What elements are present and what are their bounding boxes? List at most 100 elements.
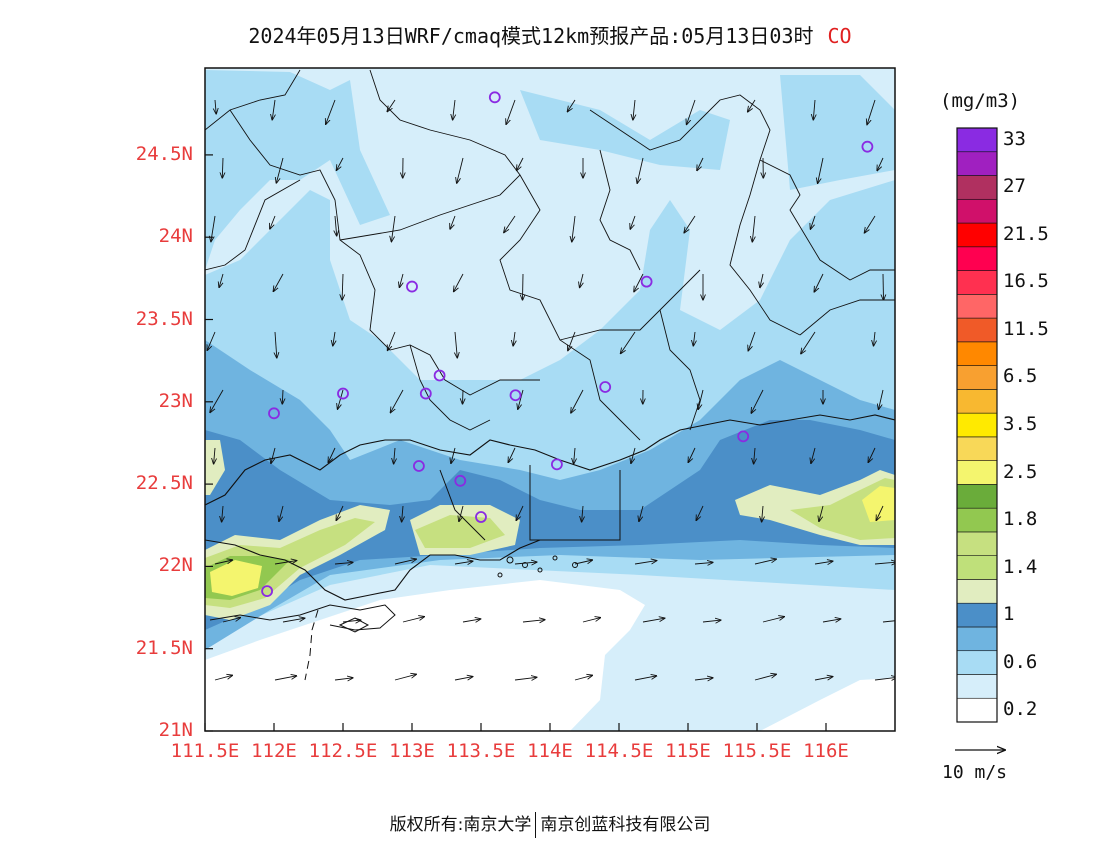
wind-arrow bbox=[463, 389, 464, 404]
wind-arrow bbox=[571, 389, 584, 413]
station-marker bbox=[454, 474, 467, 487]
wind-arrow bbox=[390, 389, 404, 413]
lon-label: 115E bbox=[665, 740, 711, 762]
wind-arrow bbox=[276, 157, 284, 183]
wind-arrow bbox=[762, 617, 784, 623]
wind-arrow bbox=[748, 99, 756, 112]
wind-arrow bbox=[874, 677, 895, 680]
wind-arrow bbox=[574, 447, 575, 464]
wind-arrow bbox=[214, 560, 233, 565]
wind-arrow bbox=[574, 560, 593, 565]
map-title: 2024年05月13日WRF/cmaq模式12km预报产品:05月13日03时 C… bbox=[0, 20, 1100, 49]
lat-label: 24N bbox=[158, 225, 193, 248]
station-marker bbox=[551, 458, 563, 471]
colorbar-swatch bbox=[956, 222, 998, 248]
conc-field-medium-northeast bbox=[780, 75, 895, 190]
wind-arrow bbox=[518, 389, 524, 409]
wind-arrow bbox=[876, 505, 884, 521]
colorbar-label: 2.5 bbox=[1003, 460, 1038, 483]
lon-label: 114E bbox=[527, 740, 573, 762]
colorbar-label: 1.8 bbox=[1003, 508, 1038, 531]
colorbar-swatch bbox=[956, 151, 998, 176]
owner-nju: 南京大学 bbox=[463, 815, 532, 835]
wind-arrow bbox=[334, 562, 353, 564]
wind-arrow bbox=[394, 447, 395, 464]
wind-arrow bbox=[219, 273, 223, 288]
wind-arrow bbox=[637, 157, 644, 183]
wind-vectors bbox=[207, 99, 895, 681]
wind-arrow bbox=[394, 674, 416, 681]
wind-arrow bbox=[698, 389, 704, 409]
wind-arrow bbox=[864, 215, 876, 233]
footer-copyright: 版权所有:南京大学 南京创蓝科技有限公司 bbox=[0, 810, 1100, 838]
colorbar-swatch bbox=[956, 246, 998, 271]
wind-arrow bbox=[883, 273, 884, 300]
colorbar-label: 3.5 bbox=[1003, 413, 1038, 435]
conc-field-yellow-east bbox=[862, 486, 895, 522]
colorbar-label: 1.4 bbox=[1003, 555, 1038, 578]
wind-arrow bbox=[279, 505, 284, 522]
colorbar-swatch bbox=[956, 555, 998, 580]
colorbar-swatch bbox=[956, 674, 998, 699]
wind-arrow bbox=[748, 331, 756, 351]
colorbar-label: 0.2 bbox=[1003, 698, 1038, 721]
wind-arrow bbox=[454, 561, 473, 564]
colorbar-swatch bbox=[956, 341, 998, 366]
wind-arrow bbox=[222, 618, 241, 623]
lon-label: 114.5E bbox=[584, 740, 654, 762]
wind-arrow bbox=[572, 215, 576, 242]
wind-arrow bbox=[752, 215, 755, 242]
lon-label: 116E bbox=[803, 740, 849, 762]
wind-arrow bbox=[214, 675, 232, 681]
colorbar-label: 33 bbox=[1003, 127, 1026, 150]
conc-field-white-se bbox=[760, 678, 895, 731]
wind-arrow bbox=[688, 447, 696, 463]
lon-label: 113.5E bbox=[446, 740, 516, 762]
wind-arrow bbox=[388, 331, 396, 351]
wind-arrow bbox=[568, 331, 576, 351]
coastline bbox=[205, 414, 895, 506]
wind-reference-label: 10 m/s bbox=[942, 762, 1008, 783]
leizhou-peninsula bbox=[304, 609, 319, 681]
conc-field-pale-green-nw bbox=[205, 440, 225, 495]
wind-arrow bbox=[814, 561, 833, 564]
wind-arrow bbox=[333, 331, 335, 346]
colorbar-swatch bbox=[956, 460, 998, 485]
wind-arrow bbox=[523, 273, 524, 300]
colorbar-label: 27 bbox=[1003, 175, 1026, 198]
wind-arrow bbox=[274, 561, 297, 565]
conc-field-yellow-west bbox=[210, 560, 262, 596]
wind-arrow bbox=[813, 99, 815, 120]
wind-arrow bbox=[582, 505, 583, 522]
wind-arrow bbox=[394, 559, 416, 565]
colorbar bbox=[956, 127, 998, 723]
wind-arrow bbox=[335, 215, 337, 236]
wind-arrow bbox=[634, 273, 644, 292]
wind-arrow bbox=[874, 562, 895, 564]
wind-arrow bbox=[508, 447, 516, 463]
colorbar-swatch bbox=[956, 484, 998, 509]
wind-arrow bbox=[453, 99, 455, 120]
wind-arrow bbox=[818, 157, 824, 183]
wind-arrow bbox=[222, 157, 223, 178]
wind-arrow bbox=[574, 675, 592, 681]
coastline-west bbox=[205, 539, 541, 601]
wind-arrow bbox=[639, 505, 644, 522]
wind-arrow bbox=[694, 678, 713, 680]
wind-arrow bbox=[342, 273, 343, 300]
wind-arrow bbox=[516, 505, 524, 521]
colorbar-swatch bbox=[956, 365, 998, 390]
conc-field-darker-band bbox=[205, 420, 895, 630]
wind-arrow bbox=[687, 99, 696, 125]
lat-label: 23.5N bbox=[135, 307, 193, 330]
wind-arrow bbox=[450, 215, 456, 229]
species-label: CO bbox=[827, 24, 852, 48]
wind-arrow bbox=[522, 620, 545, 622]
wind-arrow bbox=[207, 331, 216, 350]
colorbar-label: 6.5 bbox=[1003, 365, 1038, 388]
colorbar-swatch bbox=[956, 127, 998, 153]
wind-arrow bbox=[811, 447, 816, 464]
wind-arrow bbox=[210, 389, 224, 413]
copyright-label: 版权所有: bbox=[389, 815, 464, 835]
